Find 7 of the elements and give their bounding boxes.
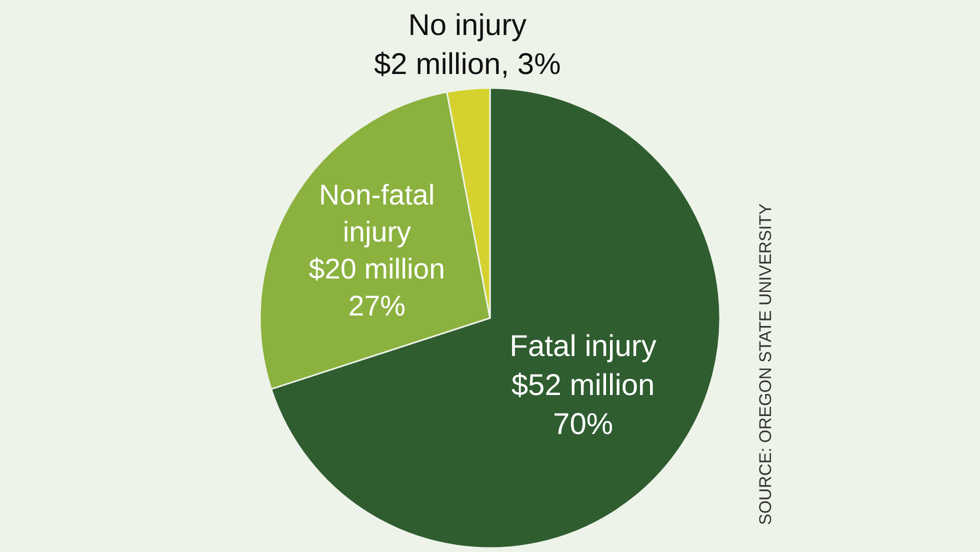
slice-label: No injury: [408, 9, 527, 42]
data-label: $2 million, 3%: [374, 48, 561, 81]
source-note: SOURCE: OREGON STATE UNIVERSITY: [756, 204, 775, 525]
slice-label: Non-fatal injury: [319, 180, 435, 249]
data-label: $52 million 70%: [511, 369, 655, 442]
slice-label: Fatal injury: [510, 330, 656, 364]
data-label: $20 million 27%: [308, 254, 446, 323]
